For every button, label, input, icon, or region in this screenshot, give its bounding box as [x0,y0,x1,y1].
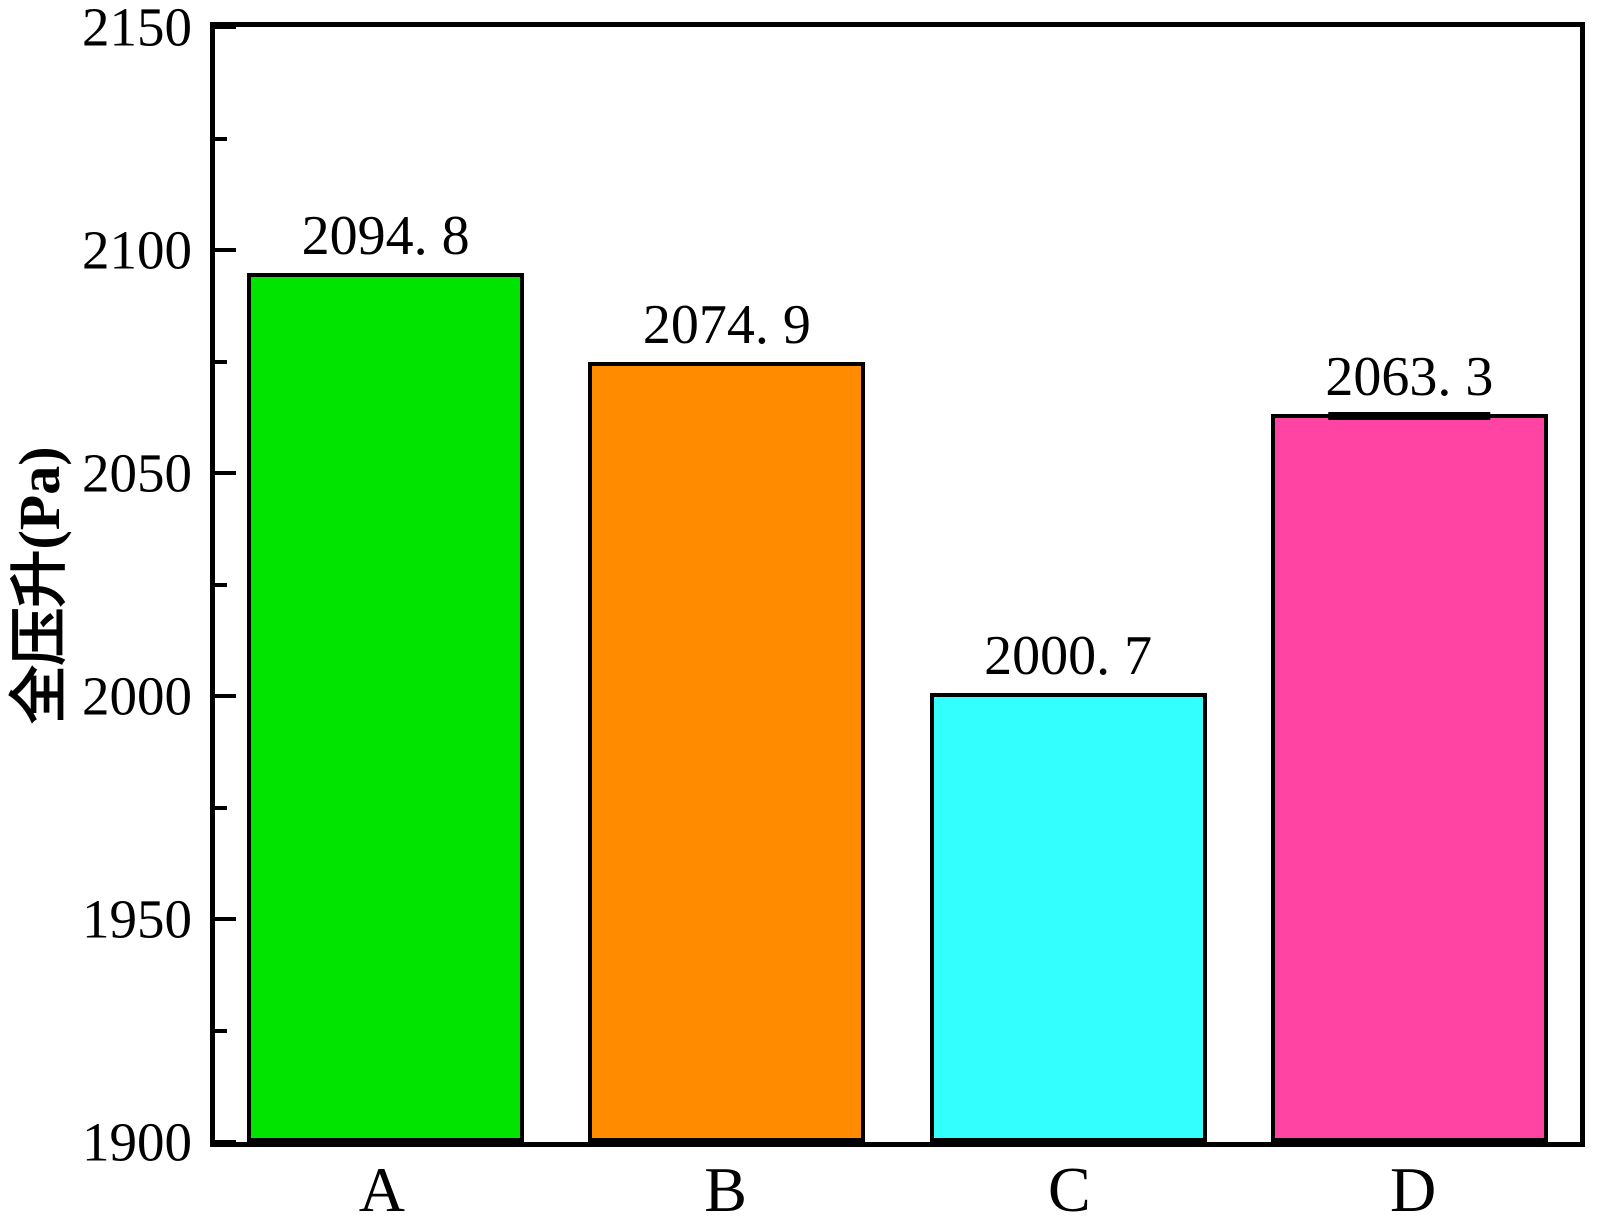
y-axis-minor-tick [215,136,227,141]
y-tick-label-2100: 2100 [82,219,192,281]
x-category-label-C: C [1048,1154,1091,1224]
y-axis-major-tick [215,917,236,921]
y-axis-tick-labels: 1900 1950 2000 2050 2100 2150 [0,0,192,1170]
y-axis-major-tick [215,1140,236,1144]
y-tick-label-1950: 1950 [82,888,192,950]
y-axis-major-tick [215,25,236,29]
bar-value-label-B: 2074. 9 [642,293,811,356]
x-category-label-A: A [358,1154,405,1224]
y-tick-label-2150: 2150 [82,0,192,58]
y-tick-label-2000: 2000 [82,665,192,727]
error-cap-line-D [1328,411,1491,420]
y-axis-minor-tick [215,582,227,587]
y-axis-minor-tick [215,1028,227,1033]
y-axis-minor-tick [215,805,227,810]
y-axis-major-tick [215,248,236,252]
bar-value-label-A: 2094. 8 [301,205,470,268]
bar-value-label-D: 2063. 3 [1325,345,1494,408]
x-category-label-D: D [1390,1154,1437,1224]
x-category-label-B: B [704,1154,747,1224]
bar-D [1270,411,1548,1142]
bar-value-label-C: 2000. 7 [984,624,1153,687]
bar-C [929,692,1207,1142]
y-axis-major-tick [215,471,236,475]
y-tick-label-1900: 1900 [82,1111,192,1173]
plot-area: 2094. 8 2074. 9 2000. 7 2063. 3 [210,22,1585,1147]
y-axis-major-tick [215,694,236,698]
y-axis-minor-tick [215,359,227,364]
bar-A [247,273,525,1142]
bar-B [588,361,866,1142]
y-tick-label-2050: 2050 [82,442,192,504]
